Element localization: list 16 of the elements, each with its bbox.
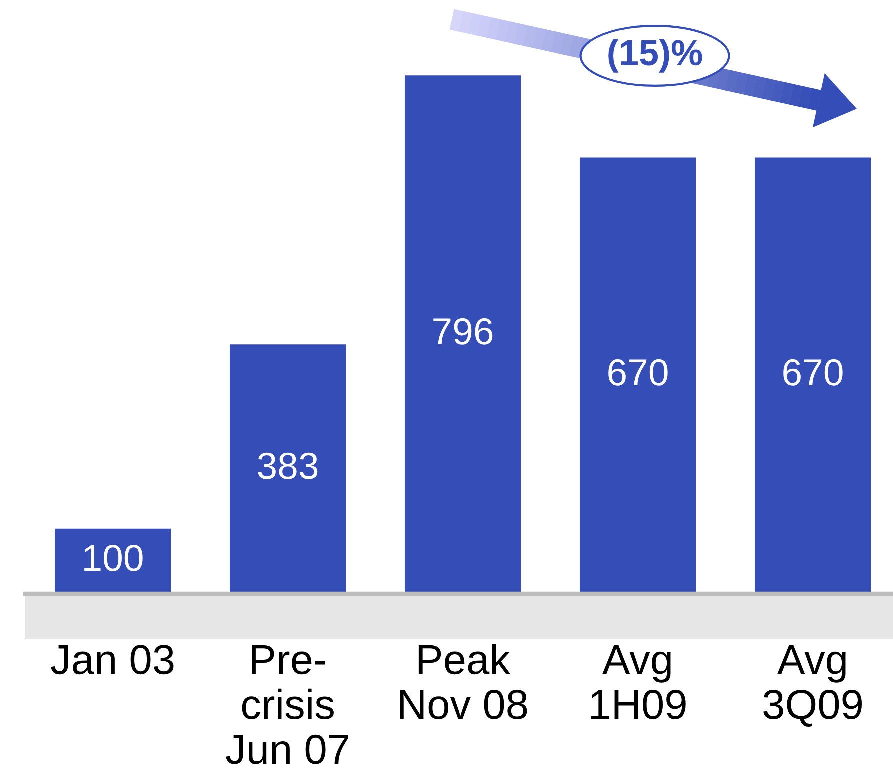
- x-tick-label: Avg 1H09: [591, 646, 686, 720]
- bar: [230, 344, 346, 594]
- x-tick-label: Avg 3Q09: [764, 646, 862, 727]
- bar: [54, 528, 172, 594]
- x-tick-label: Pre- crisis Jun 07: [226, 646, 348, 764]
- data-label: 100: [84, 544, 143, 572]
- bar: [580, 158, 696, 594]
- bar: [404, 76, 522, 594]
- x-tick-label: Jan 03: [51, 645, 174, 675]
- text: (15)%: [608, 39, 702, 73]
- data-label: 670: [608, 359, 668, 386]
- data-label: 796: [434, 318, 493, 345]
- data-label: 670: [784, 359, 843, 386]
- bar: [754, 158, 872, 594]
- x-tick-label: Peak Nov 08: [400, 644, 528, 720]
- data-label: 383: [258, 452, 318, 480]
